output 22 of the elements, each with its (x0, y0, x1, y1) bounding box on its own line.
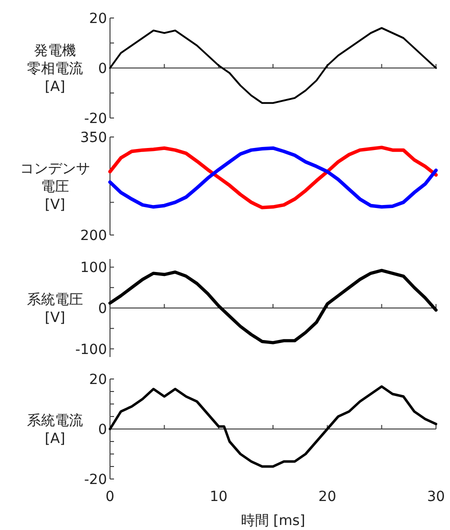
y-axis-title: コンデンサ電圧 [V] (20, 161, 90, 213)
x-tick-label: 30 (427, 489, 445, 505)
y-axis-title: 系統電圧 [V] (27, 292, 83, 326)
y-tick-label: -20 (84, 472, 107, 488)
y-tick-label: -100 (75, 342, 107, 358)
x-tick-label: 10 (210, 489, 228, 505)
x-tick-label: 20 (318, 489, 336, 505)
y-tick-label: 20 (89, 11, 107, 27)
line-series (108, 268, 438, 344)
line-series (108, 385, 438, 468)
y-axis-title: 発電機零相電流 [A] (27, 43, 83, 95)
y-tick-label: 0 (98, 422, 107, 438)
y-tick-label: 100 (80, 260, 107, 276)
y-tick-label: -20 (84, 111, 107, 127)
y-axis-title: 系統電流 [A] (27, 413, 83, 447)
y-tick-label: 20 (89, 372, 107, 388)
line-series (109, 27, 437, 104)
x-axis-title: 時間 [ms] (240, 513, 306, 529)
y-tick-label: 350 (80, 130, 107, 146)
y-tick-label: 200 (80, 228, 107, 244)
y-tick-label: 0 (98, 301, 107, 317)
y-tick-label: 0 (98, 61, 107, 77)
